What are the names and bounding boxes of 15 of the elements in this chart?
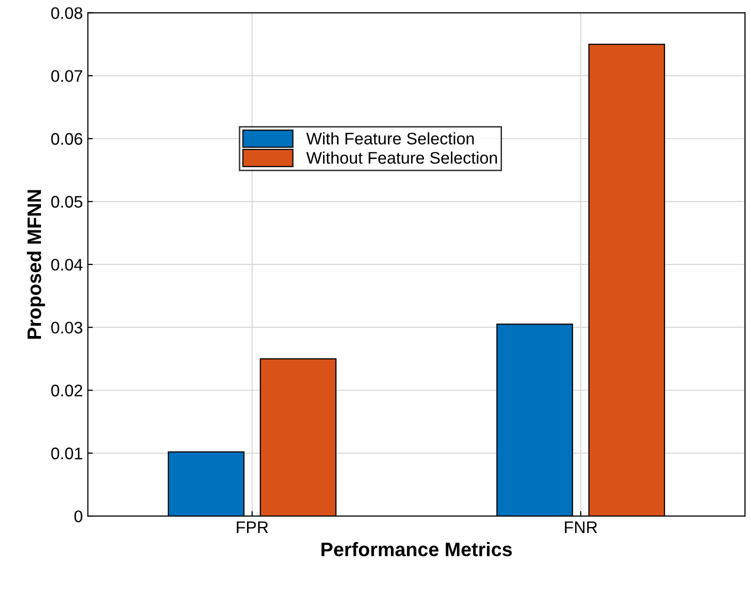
y-axis-title: Proposed MFNN (26, 190, 46, 339)
y-tick-label: 0 (74, 510, 82, 522)
y-tick-label: 0.08 (51, 7, 82, 20)
legend-label: Without Feature Selection (306, 152, 497, 164)
y-tick-label: 0.01 (51, 448, 82, 460)
y-tick-label: 0.05 (51, 196, 82, 208)
y-tick-label: 0.07 (51, 70, 82, 82)
y-tick-label: 0.03 (51, 322, 82, 334)
y-tick-label: 0.04 (51, 258, 83, 271)
y-tick-label: 0.02 (51, 384, 82, 396)
x-axis-title: Performance Metrics (322, 542, 512, 556)
x-tick-label: FPR (236, 522, 268, 533)
y-tick-label: 0.06 (51, 133, 82, 145)
x-tick-label: FNR (564, 522, 598, 533)
legend-label: With Feature Selection (306, 132, 474, 144)
